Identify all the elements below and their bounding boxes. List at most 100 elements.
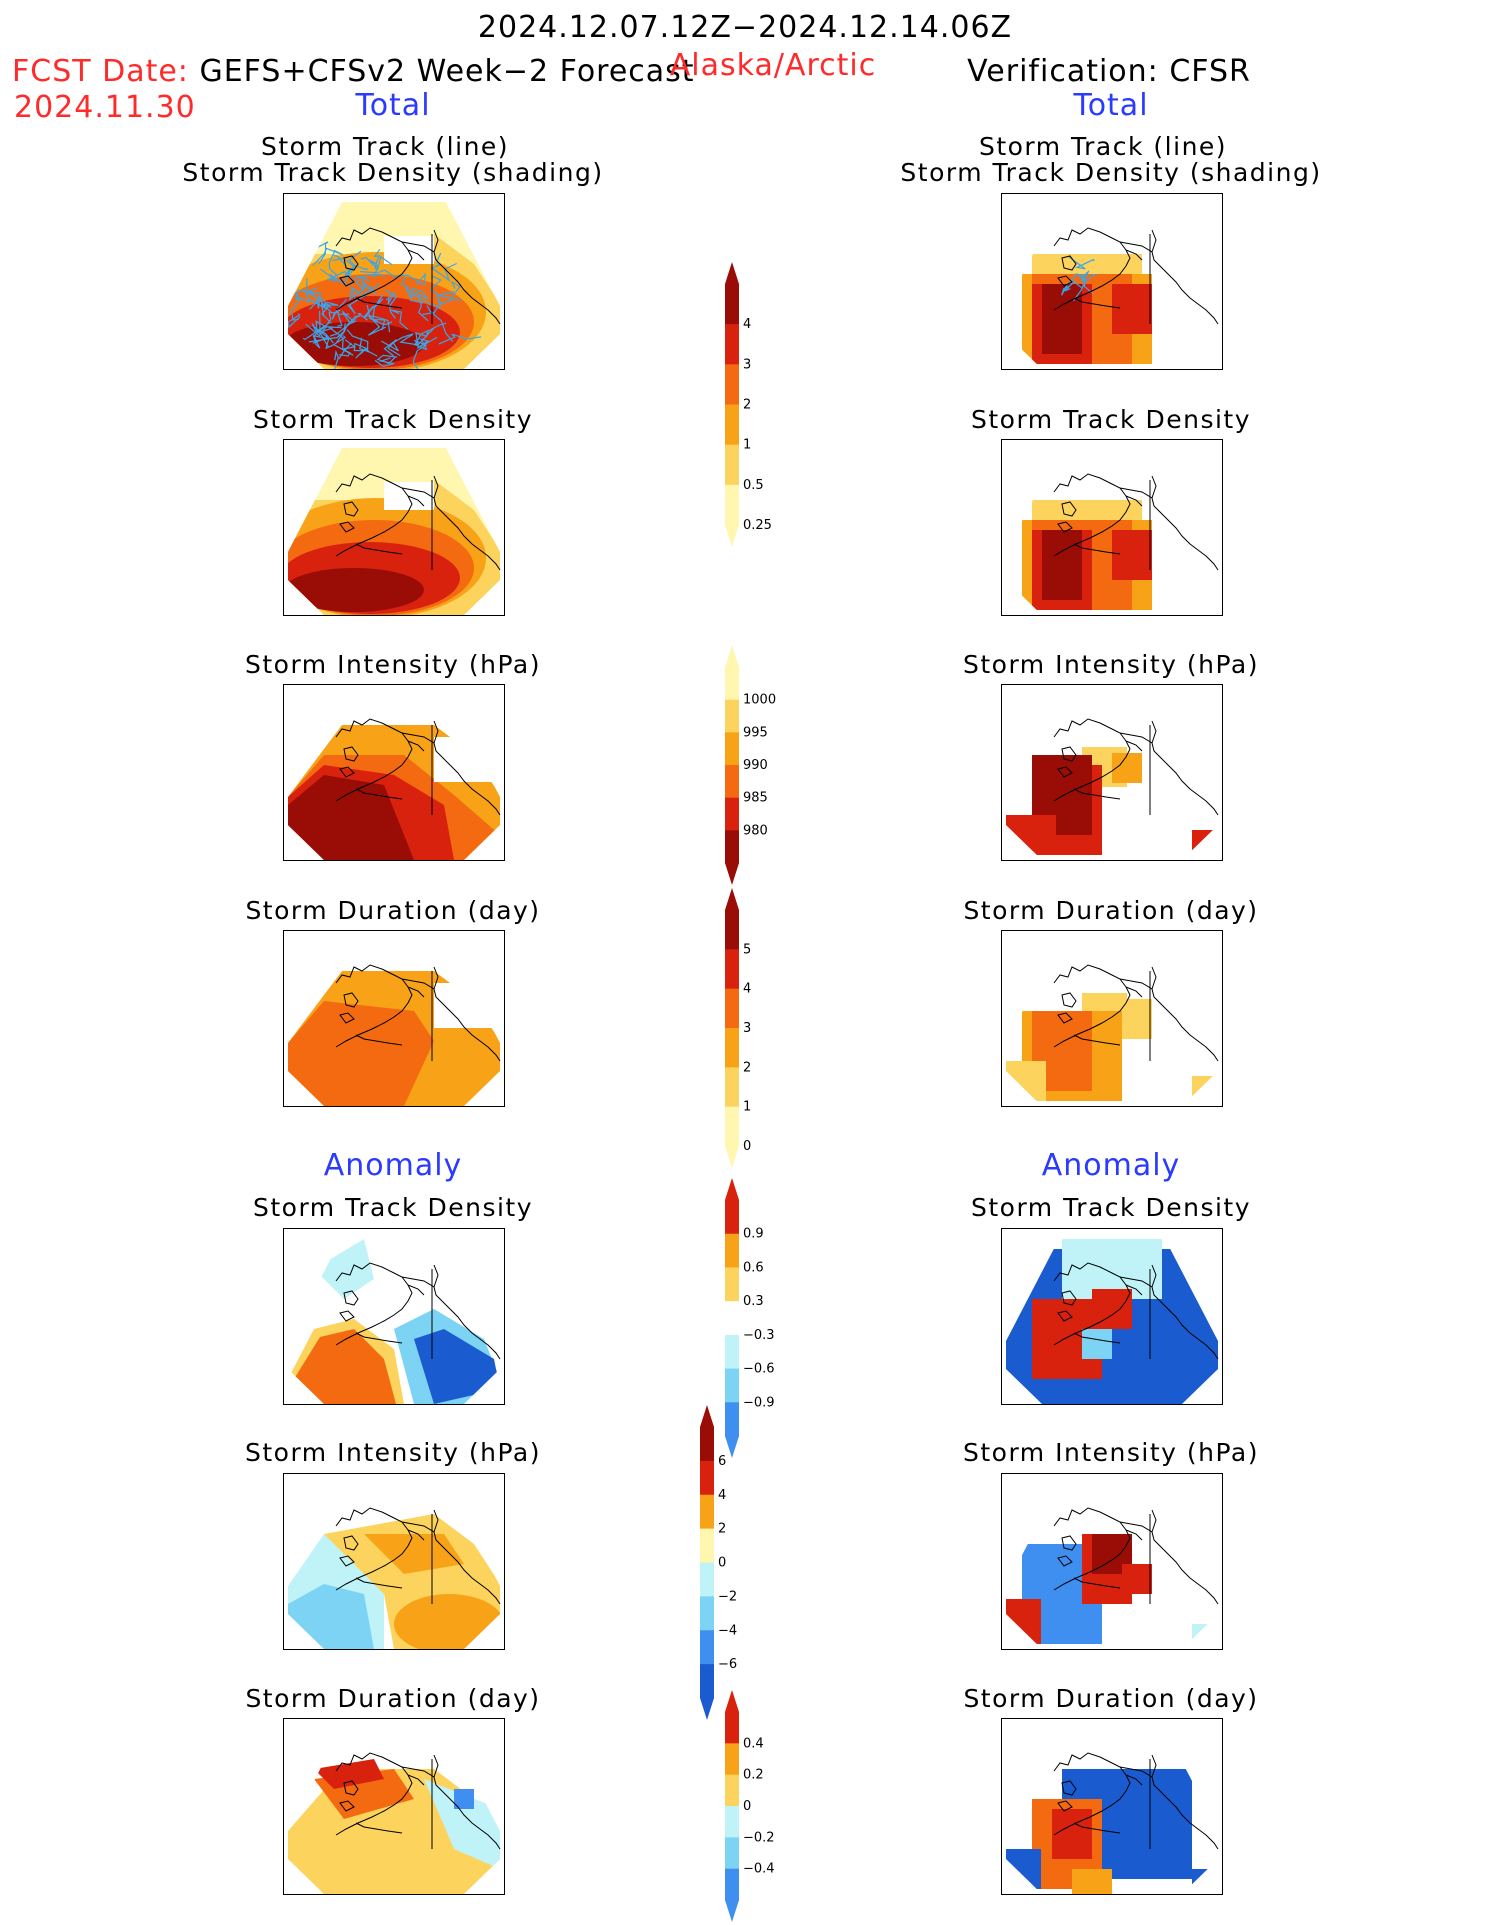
colorbar-segment: [700, 1427, 714, 1462]
storm-track-line: [305, 323, 342, 337]
colorbar-segment: [725, 699, 739, 733]
shade-level-6: [288, 568, 424, 612]
colorbar-top-cap: [725, 888, 739, 910]
shade-cell-6: [1192, 1624, 1212, 1644]
storm-track-line: [400, 276, 442, 309]
colorbar-segment: [725, 1774, 739, 1807]
colorbar-tick-label: −0.3: [743, 1328, 775, 1343]
title-track-shading-right: Storm Track Density (shading): [900, 158, 1322, 187]
colorbar-top-cap: [725, 1178, 739, 1200]
colorbar-segment: [725, 404, 739, 446]
colorbar-tick-label: −0.6: [743, 1362, 775, 1377]
colorbar-top-cap: [725, 262, 739, 284]
storm-track-line: [308, 323, 346, 343]
title-duration-anom-left: Storm Duration (day): [245, 1684, 541, 1713]
storm-track-line: [359, 269, 399, 278]
coastline: [1053, 227, 1219, 325]
shading-layer: [288, 1759, 500, 1894]
colorbar-tick-label: 2: [743, 1060, 751, 1075]
storm-track-line: [295, 289, 317, 300]
right-anomaly-label: Anomaly: [1041, 1148, 1181, 1183]
shade-cell-5: [1042, 284, 1082, 354]
colorbar-segment: [725, 1712, 739, 1744]
title-track-shading-left: Storm Track Density (shading): [182, 158, 604, 187]
colorbar-segment: [700, 1596, 714, 1631]
shade-warm-4: [294, 1329, 396, 1404]
colorbar-tick-label: −0.2: [743, 1830, 775, 1845]
title-track-line-left: Storm Track (line): [260, 132, 510, 161]
storm-track-line: [425, 322, 447, 338]
map-svg: [288, 1507, 501, 1649]
map-svg: [1022, 227, 1219, 364]
shading-layer: [288, 448, 500, 615]
storm-track-line: [328, 249, 339, 277]
shade-cell-5: [1082, 1329, 1112, 1359]
colorbar-bottom-cap: [700, 1698, 714, 1720]
storm-track-line: [325, 335, 346, 350]
shade-cell-2: [1112, 753, 1142, 783]
map-panel-obs-density: [1001, 439, 1223, 616]
shading-layer: [288, 1239, 500, 1404]
storm-track-line: [355, 274, 364, 292]
storm-track-line: [422, 298, 462, 316]
colorbar-segment: [725, 797, 739, 831]
colorbar-segment: [700, 1664, 714, 1699]
shade-cell-3: [1052, 1809, 1092, 1859]
colorbar-tick-label: 0.2: [743, 1768, 764, 1783]
title-duration-anom-right: Storm Duration (day): [963, 1684, 1259, 1713]
colorbar-tick-label: 1: [743, 1100, 751, 1115]
region-title: Alaska/Arctic: [669, 48, 877, 83]
colorbar-segment: [725, 732, 739, 766]
colorbar-tick-label: 0.5: [743, 478, 764, 493]
shading-layer: [288, 1514, 500, 1649]
shade-cell-5: [1042, 530, 1082, 600]
colorbar-bottom-cap: [725, 1436, 739, 1458]
colorbar-tick-label: 0.3: [743, 1294, 764, 1309]
map-panel-obs-track: [1001, 193, 1223, 370]
storm-track-line: [346, 329, 378, 357]
map-panel-obs-duration-anom: [1001, 1718, 1223, 1895]
colorbar-segment: [725, 667, 739, 701]
map-panel-fcst-density-anom: [283, 1228, 505, 1405]
shading-layer: [1006, 993, 1218, 1101]
colorbar-tick-label: −4: [718, 1623, 737, 1638]
shade-cool-4: [414, 1329, 500, 1404]
colorbar-segment: [725, 1267, 739, 1302]
title-track-line-right: Storm Track (line): [978, 132, 1228, 161]
map-panel-fcst-duration-anom: [283, 1718, 505, 1895]
title-density-right: Storm Track Density: [970, 405, 1252, 434]
colorbar-segment: [725, 1868, 739, 1901]
storm-track-line: [426, 305, 454, 342]
map-panel-fcst-intensity: [283, 684, 505, 861]
forecast-period: 2024.12.07.12Z−2024.12.14.06Z: [477, 10, 1013, 45]
title-duration-right: Storm Duration (day): [963, 896, 1259, 925]
storm-track-line: [436, 280, 461, 300]
right-total-label: Total: [1073, 88, 1149, 123]
map-svg: [288, 964, 501, 1106]
storm-track-line: [320, 301, 339, 317]
map-panel-obs-density-anom: [1001, 1228, 1223, 1405]
storm-track-line: [366, 304, 386, 336]
colorbar-top-cap: [725, 1690, 739, 1712]
storm-track-line: [320, 302, 332, 324]
shade-cell-6: [1192, 1076, 1218, 1101]
colorbar-tick-label: 0: [743, 1139, 751, 1154]
shade-cool-1: [424, 1779, 500, 1869]
storm-track-line: [302, 310, 321, 341]
verification-label: Verification: CFSR: [967, 54, 1251, 89]
storm-track-line: [399, 334, 419, 346]
coastline: [335, 1507, 501, 1605]
fcst-model: GEFS+CFSv2 Week−2 Forecast: [199, 54, 695, 89]
colorbar-tick-label: 1: [743, 438, 751, 453]
storm-track-line: [288, 263, 307, 276]
colorbar-segment: [725, 1806, 739, 1838]
shade-level-4: [288, 1001, 434, 1106]
colorbar-segment: [725, 444, 739, 486]
colorbar-segment: [725, 1334, 739, 1370]
storm-track-line: [333, 349, 339, 369]
shade-cell-5: [1006, 1849, 1041, 1889]
colorbar-tick-label: 5: [743, 942, 751, 957]
colorbar-segment: [725, 988, 739, 1029]
colorbar-segment: [725, 1402, 739, 1437]
storm-track-line: [364, 294, 384, 318]
